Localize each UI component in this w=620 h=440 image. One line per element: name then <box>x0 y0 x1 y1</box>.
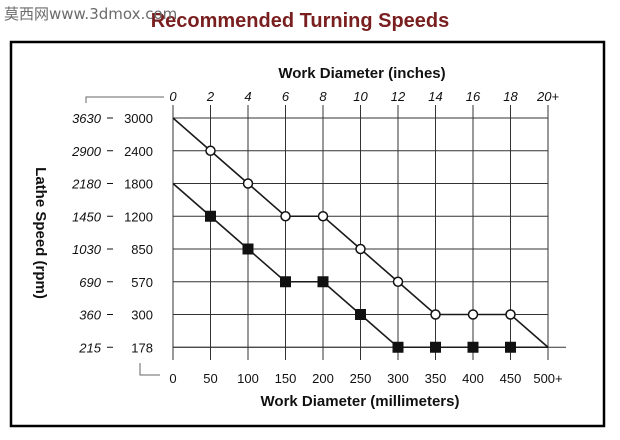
top-tick-label: 16 <box>466 89 481 104</box>
top-tick-label: 2 <box>206 89 215 104</box>
bottom-tick-label: 100 <box>237 371 259 386</box>
inches-point <box>355 243 366 255</box>
top-tick-label: 8 <box>319 89 327 104</box>
y-tick-label: 300 <box>131 308 153 323</box>
mm-point <box>467 341 479 353</box>
chart-title: Recommended Turning Speeds <box>151 10 450 32</box>
inches-point <box>467 309 479 320</box>
y-tick-label-italic: 215 <box>78 340 101 355</box>
bottom-tick-label: 250 <box>350 371 372 386</box>
y-tick-label-italic: 360 <box>79 308 101 323</box>
y-tick-label: 178 <box>131 340 153 355</box>
mm-point <box>205 210 216 222</box>
inches-point <box>205 145 216 156</box>
bottom-tick-label: 450 <box>500 371 522 386</box>
mm-point <box>280 276 291 288</box>
bottom-left-bracket <box>139 363 160 376</box>
top-axis-title: Work Diameter (inches) <box>278 65 445 82</box>
bottom-axis-title: Work Diameter (millimeters) <box>261 393 460 410</box>
y-tick-label: 1200 <box>124 209 153 224</box>
inches-point <box>430 309 441 320</box>
mm-point <box>355 309 366 320</box>
y-tick-label: 2400 <box>124 144 153 159</box>
bottom-tick-label: 150 <box>275 371 297 386</box>
bottom-tick-label: 500+ <box>533 371 562 386</box>
bottom-tick-label: 400 <box>462 371 484 386</box>
mm-point <box>505 341 516 353</box>
y-tick-label-italic: 3630 <box>72 111 102 126</box>
y-tick-label: 3000 <box>124 111 153 126</box>
top-tick-label: 18 <box>503 89 518 104</box>
top-tick-label: 6 <box>282 89 290 104</box>
bottom-tick-label: 300 <box>387 371 409 386</box>
y-axis-title: Lathe Speed (rpm) <box>32 167 49 299</box>
mm-point <box>242 243 254 255</box>
bottom-tick-label: 350 <box>425 371 447 386</box>
top-tick-label: 10 <box>353 89 368 104</box>
mm-point <box>317 276 329 288</box>
mm-point <box>430 341 441 353</box>
bottom-tick-label: 200 <box>312 371 334 386</box>
y-tick-label-italic: 2900 <box>71 144 102 159</box>
top-tick-label: 4 <box>244 89 251 104</box>
bottom-tick-label: 0 <box>169 371 176 386</box>
mm-point <box>392 341 404 353</box>
y-tick-label-italic: 1030 <box>72 242 102 257</box>
chart-border <box>9 40 606 428</box>
watermark: 莫西网www.3dmox.com <box>4 5 177 23</box>
top-left-bracket <box>85 96 164 103</box>
inches-point <box>242 178 254 189</box>
top-tick-label: 0 <box>169 89 177 104</box>
y-tick-label: 850 <box>131 242 153 257</box>
inches-point <box>392 276 404 287</box>
top-tick-label: 20+ <box>536 89 559 104</box>
bottom-tick-label: 50 <box>203 371 217 386</box>
top-tick-label: 14 <box>428 89 442 104</box>
y-tick-label: 1800 <box>124 177 153 192</box>
y-tick-label: 570 <box>131 275 153 290</box>
top-tick-label: 12 <box>391 89 406 104</box>
inches-point <box>505 309 516 320</box>
y-tick-label-italic: 2180 <box>71 177 102 192</box>
inches-point <box>280 211 291 222</box>
inches-point <box>317 211 329 222</box>
y-tick-label-italic: 690 <box>79 275 101 290</box>
y-tick-label-italic: 1450 <box>72 209 102 224</box>
